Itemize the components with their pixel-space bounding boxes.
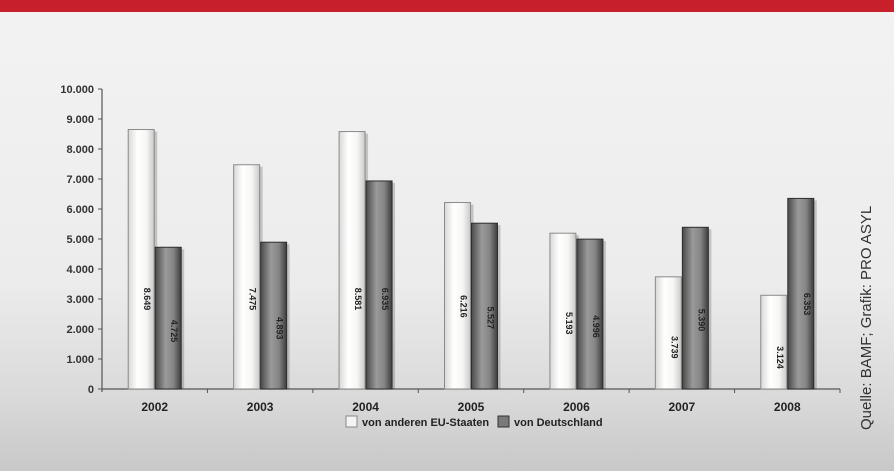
data-label: 3.124 <box>775 346 785 369</box>
bar <box>127 129 155 390</box>
x-tick-label: 2002 <box>141 400 168 414</box>
x-tick-label: 2005 <box>458 400 485 414</box>
data-label: 4.893 <box>275 317 285 340</box>
data-label: 5.390 <box>696 309 706 332</box>
x-tick-label: 2004 <box>352 400 379 414</box>
bar <box>681 226 709 390</box>
data-label: 8.581 <box>353 288 363 311</box>
legend-label: von Deutschland <box>514 417 603 429</box>
bar <box>260 241 288 390</box>
y-tick-label: 0 <box>88 384 94 396</box>
bar <box>760 294 788 390</box>
y-tick-label: 1.000 <box>66 354 94 366</box>
bar <box>365 180 393 390</box>
bar <box>338 131 366 390</box>
data-label: 8.649 <box>142 288 152 311</box>
x-tick-label: 2003 <box>247 400 274 414</box>
bar <box>654 276 682 390</box>
data-label: 4.725 <box>169 320 179 343</box>
y-tick-label: 6.000 <box>66 204 94 216</box>
y-tick-label: 9.000 <box>66 114 94 126</box>
bar <box>444 202 471 390</box>
data-label: 5.527 <box>486 307 496 330</box>
legend-swatch <box>345 415 358 428</box>
x-tick-label: 2008 <box>774 400 801 414</box>
bar <box>154 246 182 390</box>
legend-label: von anderen EU-Staaten <box>362 417 489 429</box>
data-label: 7.475 <box>248 288 258 311</box>
y-tick-label: 8.000 <box>66 144 94 156</box>
data-label: 6.353 <box>802 293 812 316</box>
y-tick-label: 3.000 <box>66 294 94 306</box>
top-accent-bar <box>0 0 894 12</box>
data-label: 5.193 <box>564 312 574 335</box>
x-tick-label: 2006 <box>563 400 590 414</box>
y-tick-label: 7.000 <box>66 174 94 186</box>
bars: 8.649 4.725 7.475 4.893 8.581 6.935 6.216 5.527… <box>127 129 817 390</box>
legend: von anderen EU-Staaten von Deutschland <box>345 415 603 429</box>
bar <box>576 238 604 390</box>
bar <box>471 222 498 390</box>
data-label: 4.996 <box>591 315 601 338</box>
legend-swatch <box>497 415 510 428</box>
data-label: 6.935 <box>380 288 390 311</box>
bar <box>549 232 577 390</box>
bar <box>233 164 261 390</box>
y-tick-label: 4.000 <box>66 264 94 276</box>
data-label: 3.739 <box>669 336 679 359</box>
axes: 0 1.000 2.000 3.000 4.000 5.000 6.000 7.000 8.00… <box>60 84 841 414</box>
y-tick-label: 2.000 <box>66 324 94 336</box>
y-tick-label: 10.000 <box>60 84 94 96</box>
source-note-text: Quelle: BAMF; Grafik: PRO ASYL <box>858 205 875 430</box>
y-tick-label: 5.000 <box>66 234 94 246</box>
bar <box>787 197 815 390</box>
data-label: 6.216 <box>459 295 469 318</box>
x-tick-label: 2007 <box>669 400 696 414</box>
